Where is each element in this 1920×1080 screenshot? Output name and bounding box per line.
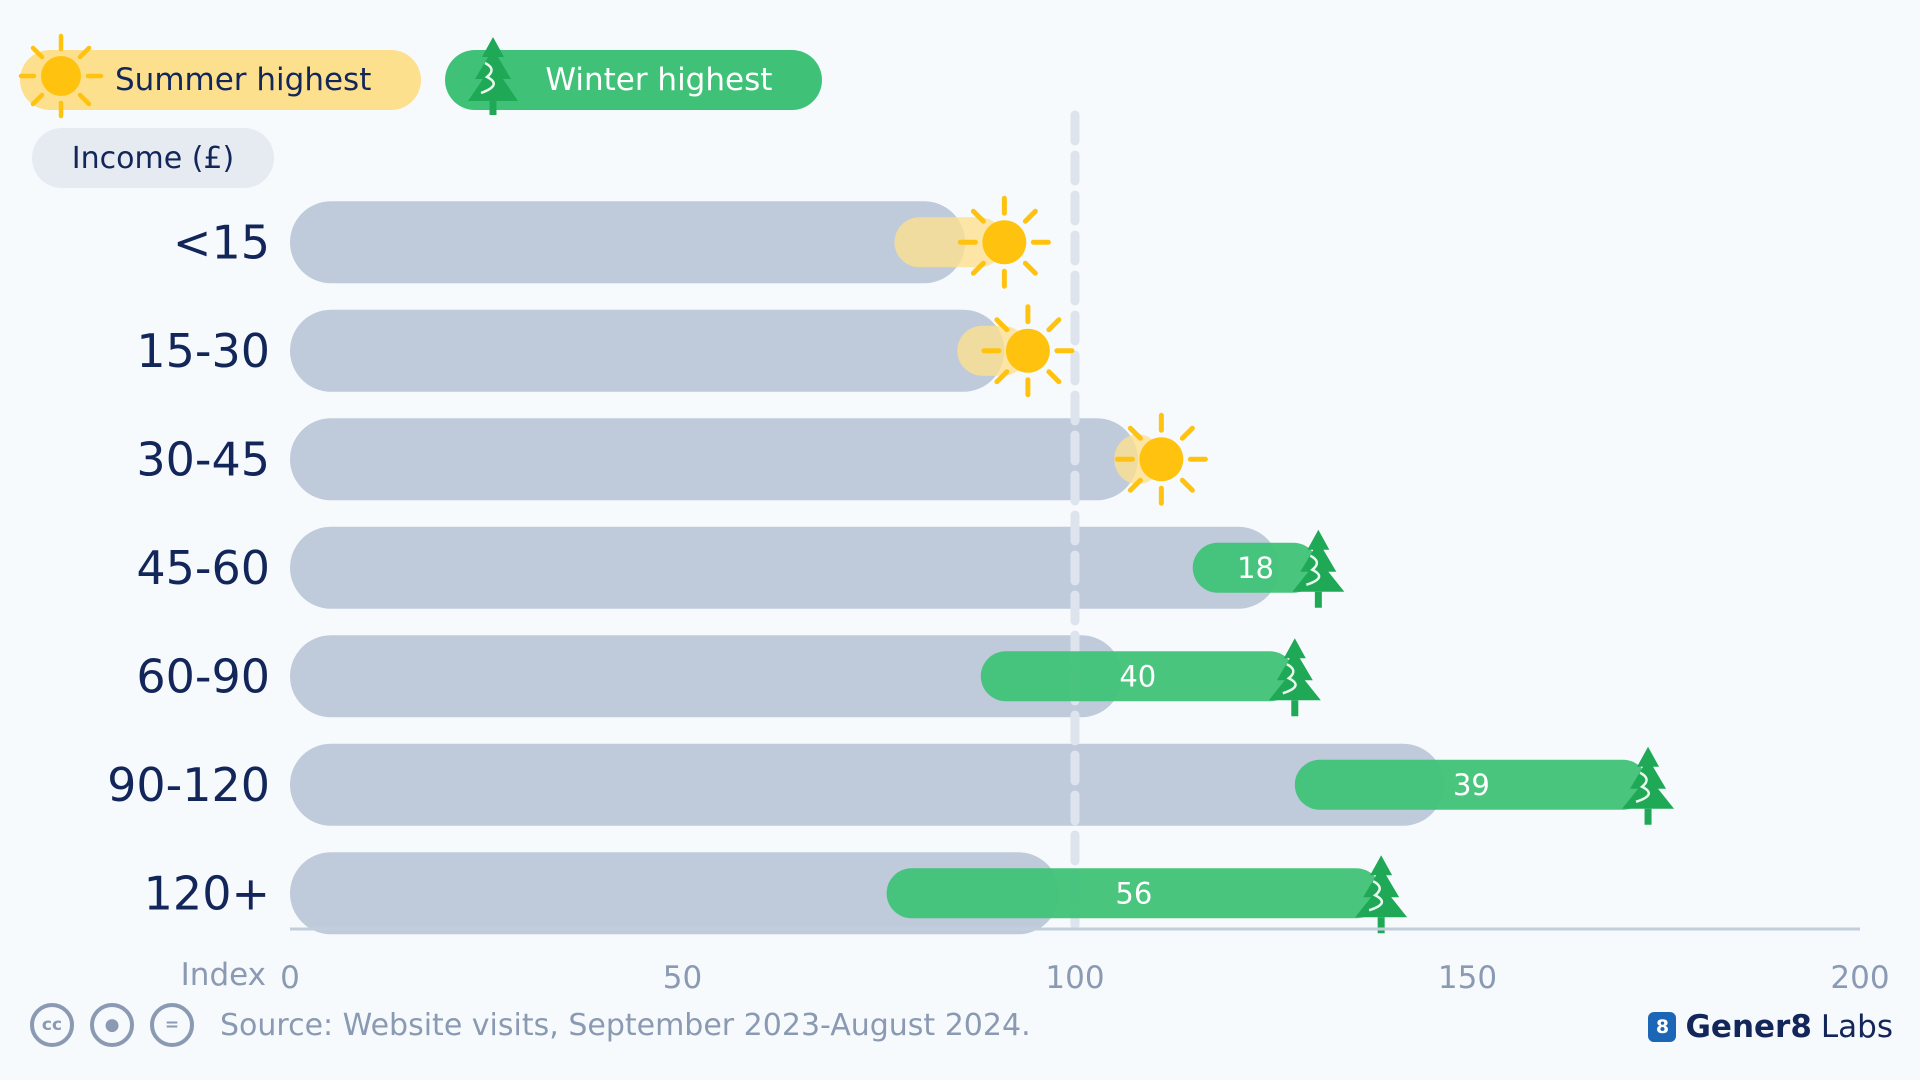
category-label: 60-90	[136, 649, 270, 703]
winter-band	[1294, 759, 1649, 810]
base-bar	[290, 852, 1060, 935]
sun-icon	[1114, 412, 1208, 506]
brand: 8 Gener8 Labs	[1648, 1005, 1893, 1049]
legend-winter-label: Winter highest	[545, 62, 773, 98]
brand-logo-icon: 8	[1648, 1012, 1677, 1042]
x-axis-label: Index	[181, 957, 266, 993]
summer-band	[894, 217, 1005, 268]
source-note: Source: Website visits, September 2023-A…	[220, 1007, 1031, 1043]
base-bar	[290, 201, 966, 284]
category-label: 15-30	[136, 324, 270, 378]
no-derivatives-icon: =	[150, 1003, 194, 1047]
x-tick-label: 150	[1438, 960, 1497, 996]
brand-name: Gener8	[1685, 1009, 1812, 1045]
base-bar	[290, 309, 1005, 392]
sun-icon	[18, 33, 104, 127]
x-tick-label: 0	[280, 960, 300, 996]
winter-band	[886, 868, 1382, 919]
creative-commons-icon: cc	[30, 1003, 74, 1047]
category-label: <15	[173, 215, 270, 269]
sun-icon	[981, 304, 1075, 398]
tree-icon	[1292, 529, 1345, 608]
tree-icon	[465, 35, 521, 125]
winter-band	[980, 651, 1295, 702]
legend-winter: Winter highest	[445, 37, 823, 115]
winter-band	[1192, 542, 1319, 593]
category-label: 90-120	[107, 758, 270, 812]
data-label: 40	[1119, 659, 1156, 693]
x-tick-label: 100	[1045, 960, 1104, 996]
sun-icon	[957, 195, 1051, 289]
attribution-icon: ●	[90, 1003, 134, 1047]
data-label: 39	[1453, 768, 1490, 802]
brand-suffix: Labs	[1820, 1009, 1893, 1045]
category-label: 45-60	[136, 541, 270, 595]
base-bar	[290, 635, 1123, 718]
tree-icon	[1268, 638, 1321, 717]
base-bar	[290, 526, 1280, 609]
legend-summer: Summer highest	[18, 33, 422, 119]
category-label: 30-45	[136, 432, 270, 486]
footer: cc ● = Source: Website visits, September…	[30, 1000, 1031, 1050]
legend: Summer highest Winter highest	[18, 33, 823, 119]
x-tick-label: 50	[663, 960, 702, 996]
legend-summer-label: Summer highest	[115, 62, 372, 98]
base-bar	[290, 418, 1138, 501]
x-tick-label: 200	[1830, 960, 1889, 996]
tree-icon	[1355, 855, 1408, 934]
tree-icon	[1622, 746, 1675, 825]
income-axis-label: Income (£)	[32, 128, 274, 188]
data-label: 18	[1237, 551, 1274, 585]
category-label: 120+	[144, 866, 270, 920]
base-bar	[290, 743, 1444, 826]
data-label: 56	[1115, 876, 1152, 910]
